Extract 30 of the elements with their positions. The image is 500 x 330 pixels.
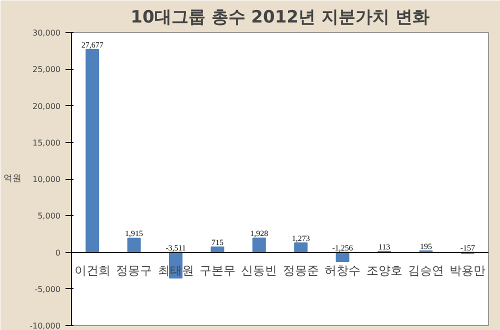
data-label: 1,915 — [125, 229, 144, 238]
data-label: 1,273 — [292, 234, 310, 243]
chart-title: 10대그룹 총수 2012년 지분가치 변화 — [130, 8, 430, 28]
y-tick-label: 30,000 — [32, 28, 61, 38]
data-label: -3,511 — [166, 243, 186, 252]
y-tick-label: 10,000 — [32, 175, 61, 184]
data-label: 1,928 — [250, 229, 268, 238]
y-tick-label: 15,000 — [32, 138, 61, 148]
x-tick-label: 조양호 — [366, 263, 402, 278]
x-tick-label: 정몽준 — [282, 263, 319, 278]
data-label: -157 — [460, 243, 475, 252]
y-tick-label: 20,000 — [32, 102, 61, 111]
y-tick-label: 5,000 — [38, 212, 61, 221]
y-tick-label: 25,000 — [32, 65, 61, 74]
x-tick-label: 이건희 — [74, 263, 110, 278]
x-tick-label: 박용만 — [450, 263, 486, 278]
data-label: 195 — [420, 242, 432, 251]
y-tick-label: 0 — [55, 248, 61, 258]
x-tick-label: 구본무 — [199, 263, 236, 278]
data-label: -1,256 — [332, 243, 353, 252]
x-tick-label: 김승연 — [408, 263, 444, 278]
x-tick-label: 정몽구 — [116, 263, 152, 278]
x-tick-label: 허창수 — [324, 263, 361, 278]
x-tick-label: 신동빈 — [241, 263, 278, 278]
data-label: 27,677 — [81, 40, 104, 50]
y-tick-label: -5,000 — [34, 284, 61, 294]
data-label: 715 — [211, 238, 224, 248]
y-tick-label: -10,000 — [30, 322, 61, 330]
data-label: 113 — [378, 242, 390, 252]
y-axis-title: 억원 — [4, 174, 22, 184]
